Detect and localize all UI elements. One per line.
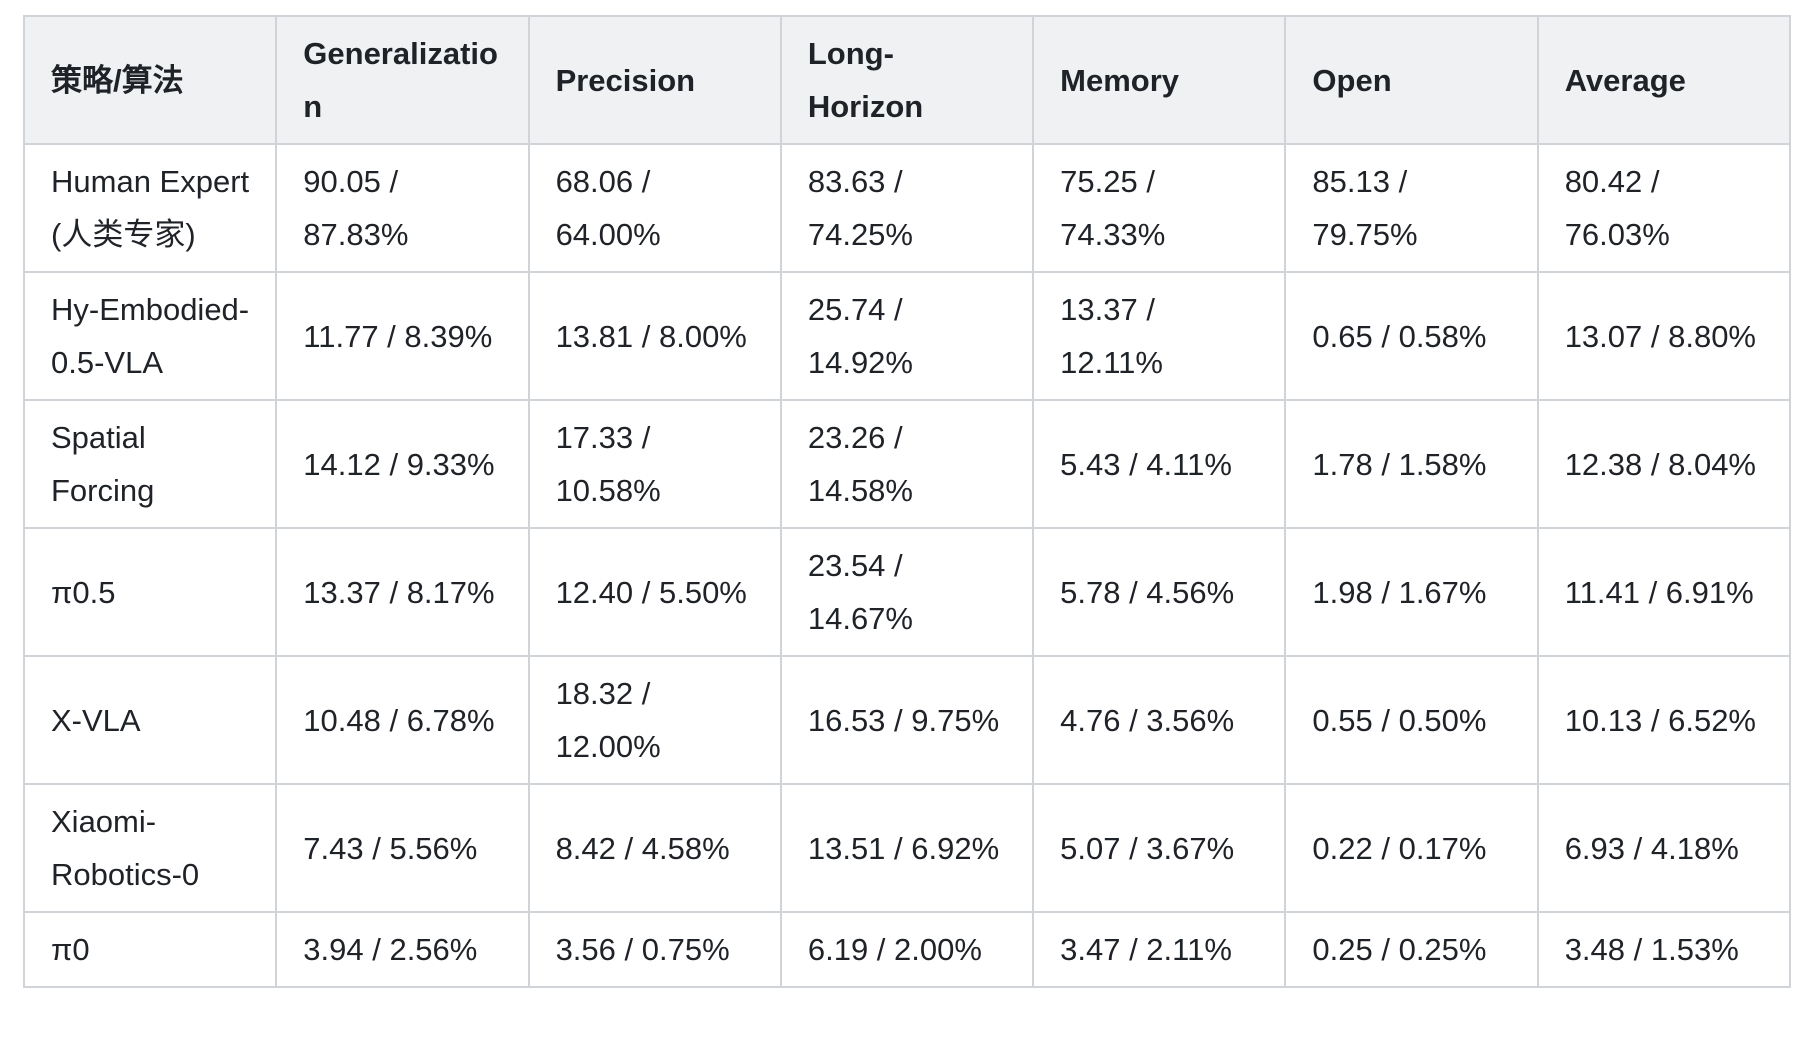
table-cell: 7.43 / 5.56% [275, 783, 530, 913]
table-cell: 10.13 / 6.52% [1536, 655, 1792, 785]
header-cell: Average [1536, 15, 1792, 145]
table-cell: 68.06 / 64.00% [527, 143, 782, 273]
header-cell: Memory [1032, 15, 1287, 145]
table-cell: 11.77 / 8.39% [275, 271, 530, 401]
table-cell: 0.25 / 0.25% [1284, 911, 1539, 988]
table-cell: 0.65 / 0.58% [1284, 271, 1539, 401]
table-cell: 83.63 / 74.25% [779, 143, 1035, 273]
table-cell: 18.32 / 12.00% [527, 655, 782, 785]
table-cell: 3.56 / 0.75% [527, 911, 782, 988]
table-row: Spatial Forcing 14.12 / 9.33% 17.33 / 10.5… [22, 399, 1792, 529]
table-cell: 13.37 / 12.11% [1032, 271, 1287, 401]
table-cell: 12.38 / 8.04% [1536, 399, 1792, 529]
table-cell: 8.42 / 4.58% [527, 783, 782, 913]
header-row: 策略/算法 Generalization Precision Long-Horizon… [22, 15, 1792, 145]
row-label: Hy-Embodied-0.5-VLA [22, 271, 278, 401]
table-cell: 6.93 / 4.18% [1536, 783, 1792, 913]
table-cell: 5.78 / 4.56% [1032, 527, 1287, 657]
table-cell: 25.74 / 14.92% [779, 271, 1035, 401]
table-cell: 75.25 / 74.33% [1032, 143, 1287, 273]
table-cell: 13.37 / 8.17% [275, 527, 530, 657]
table-cell: 3.48 / 1.53% [1536, 911, 1792, 988]
table-cell: 17.33 / 10.58% [527, 399, 782, 529]
table-cell: 3.47 / 2.11% [1032, 911, 1287, 988]
header-cell: 策略/算法 [22, 15, 278, 145]
table-cell: 4.76 / 3.56% [1032, 655, 1287, 785]
table-cell: 3.94 / 2.56% [275, 911, 530, 988]
row-label: X-VLA [22, 655, 278, 785]
table-cell: 0.22 / 0.17% [1284, 783, 1539, 913]
row-label: π0.5 [22, 527, 278, 657]
table-body: Human Expert (人类专家) 90.05 / 87.83% 68.06 /… [22, 143, 1792, 988]
table-row: X-VLA 10.48 / 6.78% 18.32 / 12.00% 16.53 / … [22, 655, 1792, 785]
table-row: Xiaomi-Robotics-0 7.43 / 5.56% 8.42 / 4.58… [22, 783, 1792, 913]
table-row: π0.5 13.37 / 8.17% 12.40 / 5.50% 23.54 / 14… [22, 527, 1792, 657]
table-cell: 13.81 / 8.00% [527, 271, 782, 401]
header-cell: Generalization [275, 15, 530, 145]
table-cell: 1.78 / 1.58% [1284, 399, 1539, 529]
row-label: Spatial Forcing [22, 399, 278, 529]
table-cell: 13.07 / 8.80% [1536, 271, 1792, 401]
table-cell: 12.40 / 5.50% [527, 527, 782, 657]
table-header: 策略/算法 Generalization Precision Long-Horizon… [22, 15, 1792, 145]
header-cell: Precision [527, 15, 782, 145]
table-row: π0 3.94 / 2.56% 3.56 / 0.75% 6.19 / 2.00% 3.… [22, 911, 1792, 988]
table-cell: 13.51 / 6.92% [779, 783, 1035, 913]
table-cell: 90.05 / 87.83% [275, 143, 530, 273]
table-cell: 23.54 / 14.67% [779, 527, 1035, 657]
results-table: 策略/算法 Generalization Precision Long-Horizon… [22, 15, 1792, 988]
header-cell: Open [1284, 15, 1539, 145]
table-cell: 23.26 / 14.58% [779, 399, 1035, 529]
table-cell: 85.13 / 79.75% [1284, 143, 1539, 273]
table-cell: 10.48 / 6.78% [275, 655, 530, 785]
table-cell: 11.41 / 6.91% [1536, 527, 1792, 657]
table-cell: 14.12 / 9.33% [275, 399, 530, 529]
table-cell: 5.07 / 3.67% [1032, 783, 1287, 913]
table-cell: 0.55 / 0.50% [1284, 655, 1539, 785]
table-cell: 80.42 / 76.03% [1536, 143, 1792, 273]
header-cell: Long-Horizon [779, 15, 1035, 145]
row-label: Human Expert (人类专家) [22, 143, 278, 273]
table-cell: 1.98 / 1.67% [1284, 527, 1539, 657]
table-cell: 6.19 / 2.00% [779, 911, 1035, 988]
row-label: π0 [22, 911, 278, 988]
table-cell: 16.53 / 9.75% [779, 655, 1035, 785]
table-row: Human Expert (人类专家) 90.05 / 87.83% 68.06 /… [22, 143, 1792, 273]
table-row: Hy-Embodied-0.5-VLA 11.77 / 8.39% 13.81 / … [22, 271, 1792, 401]
table-cell: 5.43 / 4.11% [1032, 399, 1287, 529]
row-label: Xiaomi-Robotics-0 [22, 783, 278, 913]
